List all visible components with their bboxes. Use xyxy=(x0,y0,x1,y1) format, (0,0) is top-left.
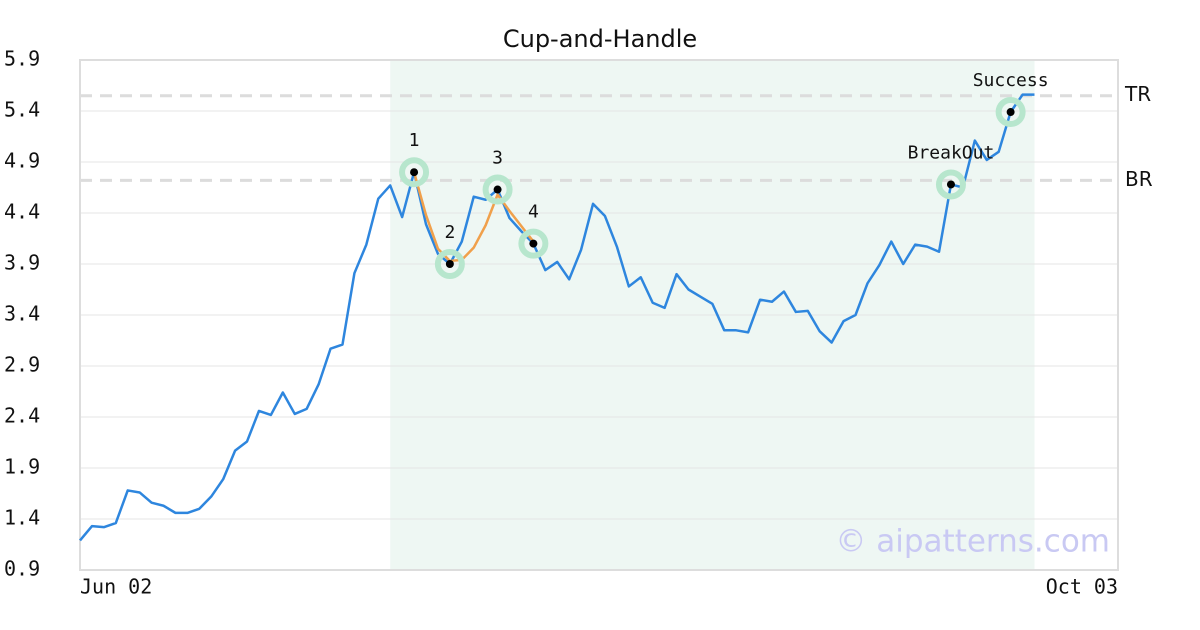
pattern-halo xyxy=(518,228,549,259)
y-tick-label: 1.4 xyxy=(4,506,40,530)
pattern-halo xyxy=(399,157,430,188)
pattern-point xyxy=(1006,108,1015,117)
pattern-label: Success xyxy=(973,70,1049,91)
pattern-point xyxy=(493,185,502,194)
price-line xyxy=(412,171,535,263)
plot-border xyxy=(79,59,1119,571)
pattern-halo xyxy=(995,97,1026,128)
pattern-label: 1 xyxy=(409,130,420,151)
pattern-point xyxy=(410,168,419,177)
y-tick-label: 3.9 xyxy=(4,251,40,275)
pattern-label: 3 xyxy=(492,148,503,169)
pattern-label: 2 xyxy=(444,222,455,243)
y-tick-label: 2.4 xyxy=(4,404,40,428)
y-tick-label: 5.9 xyxy=(4,47,40,71)
y-tick-label: 0.9 xyxy=(4,557,40,581)
pattern-label: 4 xyxy=(528,202,539,223)
pattern-point xyxy=(529,239,538,248)
pattern-label: BreakOut xyxy=(908,142,995,163)
y-tick-label: 3.4 xyxy=(4,302,40,326)
chart-title: Cup-and-Handle xyxy=(503,25,697,53)
y-tick-label: 1.9 xyxy=(4,455,40,479)
watermark: © aipatterns.com xyxy=(835,524,1110,560)
y-tick-label: 5.4 xyxy=(4,98,40,122)
pattern-halo xyxy=(935,169,966,200)
pattern-point xyxy=(946,180,955,189)
level-label: TR xyxy=(1124,82,1151,106)
pattern-halo xyxy=(482,174,513,205)
pattern-point xyxy=(445,260,454,268)
x-tick-label: Oct 03 xyxy=(1046,575,1118,599)
pattern-halo xyxy=(434,249,465,279)
level-label: BR xyxy=(1125,167,1153,191)
x-tick-label: Jun 02 xyxy=(80,575,152,599)
y-tick-label: 4.4 xyxy=(4,200,40,224)
y-tick-label: 4.9 xyxy=(4,149,40,173)
y-tick-label: 2.9 xyxy=(4,353,40,377)
price-line xyxy=(79,93,1035,542)
